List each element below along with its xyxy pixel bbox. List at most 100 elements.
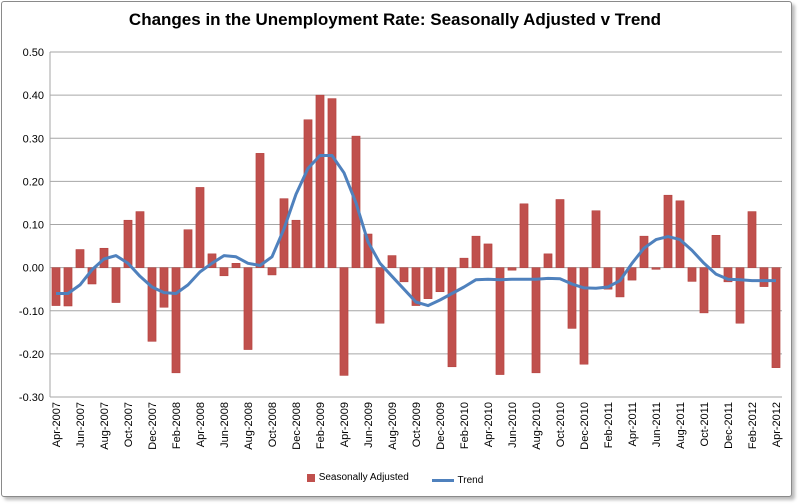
x-tick-label: Apr-2008 (195, 402, 207, 447)
x-tick-label: Dec-2009 (435, 402, 447, 450)
bar (279, 198, 289, 268)
x-tick-label: Dec-2007 (147, 402, 159, 450)
x-tick-label: Jun-2011 (651, 402, 663, 447)
bar (687, 267, 697, 282)
bar (375, 267, 385, 324)
bar (579, 267, 589, 365)
trend-line (56, 154, 776, 308)
bar (567, 267, 577, 329)
x-tick-label: Aug-2011 (675, 402, 687, 449)
y-tick-label: 0.20 (23, 176, 44, 188)
bar (303, 119, 313, 268)
bar (711, 235, 721, 268)
x-tick-label: Apr-2009 (339, 402, 351, 447)
x-tick-label: Oct-2011 (699, 402, 711, 446)
x-tick-label: Feb-2009 (315, 402, 327, 449)
bar (519, 203, 529, 268)
bar (591, 210, 601, 268)
bar (663, 194, 673, 268)
bar (555, 199, 565, 268)
bar (267, 267, 277, 276)
legend-item-trend: Trend (431, 474, 484, 486)
bar (291, 219, 301, 268)
x-tick-label: Apr-2010 (483, 402, 495, 447)
bar (171, 267, 181, 374)
y-tick-label: -0.10 (19, 306, 44, 318)
x-tick-label: Feb-2012 (747, 402, 759, 449)
bar (255, 153, 265, 268)
bar (159, 267, 169, 308)
x-tick-label: Jun-2008 (219, 402, 231, 448)
bar (759, 267, 769, 287)
bar (531, 267, 541, 374)
bar (183, 229, 193, 268)
bar (483, 243, 493, 268)
bar (111, 267, 121, 303)
bar (423, 267, 433, 299)
x-tick-label: Dec-2008 (291, 402, 303, 450)
x-tick-label: Aug-2010 (531, 402, 543, 450)
bar (627, 267, 637, 281)
legend-swatch-bar (306, 473, 315, 482)
y-tick-label: 0.30 (23, 133, 44, 145)
bar (123, 219, 133, 268)
chart-title: Changes in the Unemployment Rate: Season… (128, 10, 662, 29)
x-tick-label: Feb-2010 (459, 402, 471, 449)
y-tick-label: 0.00 (23, 263, 44, 275)
x-tick-label: Dec-2011 (723, 402, 735, 449)
bar (387, 255, 397, 268)
bar (723, 267, 733, 283)
bar (327, 98, 337, 268)
bar (771, 267, 781, 368)
bar (651, 267, 661, 270)
bar (315, 94, 325, 268)
bar (675, 200, 685, 268)
bar (471, 235, 481, 268)
y-tick-label: -0.30 (19, 392, 44, 404)
x-tick-label: Jun-2010 (507, 402, 519, 448)
bar (219, 267, 229, 277)
bar (339, 267, 349, 376)
legend-item-seasonally-adjusted: Seasonally Adjusted (306, 472, 409, 483)
x-tick-label: Apr-2011 (627, 402, 639, 446)
legend: Seasonally Adjusted Trend (0, 472, 790, 486)
y-tick-label: -0.20 (19, 349, 44, 361)
x-tick-label: Aug-2009 (387, 402, 399, 450)
x-tick-label: Aug-2007 (99, 402, 111, 450)
bar (699, 267, 709, 314)
x-tick-label: Oct-2008 (267, 402, 279, 447)
legend-label: Seasonally Adjusted (318, 472, 409, 483)
bar (147, 267, 157, 342)
bar (231, 263, 241, 268)
bar (435, 267, 445, 293)
bar (459, 257, 469, 268)
bar (411, 267, 421, 306)
x-tick-label: Oct-2010 (555, 402, 567, 447)
bar (51, 267, 61, 306)
bar (243, 267, 253, 350)
y-tick-label: 0.40 (23, 90, 44, 102)
x-tick-label: Feb-2008 (171, 402, 183, 449)
bar (135, 211, 145, 268)
y-tick-label: 0.10 (23, 220, 44, 232)
legend-swatch-line (431, 478, 454, 482)
x-tick-label: Apr-2007 (51, 402, 63, 447)
bar (495, 267, 505, 375)
x-tick-label: Aug-2008 (243, 402, 255, 450)
bar (735, 267, 745, 324)
x-tick-label: Jun-2007 (75, 402, 87, 448)
x-tick-label: Oct-2007 (123, 402, 135, 447)
bar (75, 249, 85, 268)
bar (447, 267, 457, 368)
y-tick-label: 0.50 (23, 47, 44, 59)
legend-label: Trend (457, 474, 484, 486)
bar (603, 267, 613, 290)
x-tick-label: Oct-2009 (411, 402, 423, 447)
bar (543, 253, 553, 268)
x-tick-label: Jun-2009 (363, 402, 375, 448)
bar (747, 211, 757, 268)
bar (507, 267, 517, 271)
x-tick-label: Feb-2011 (603, 402, 615, 448)
x-tick-label: Apr-2012 (771, 402, 783, 447)
